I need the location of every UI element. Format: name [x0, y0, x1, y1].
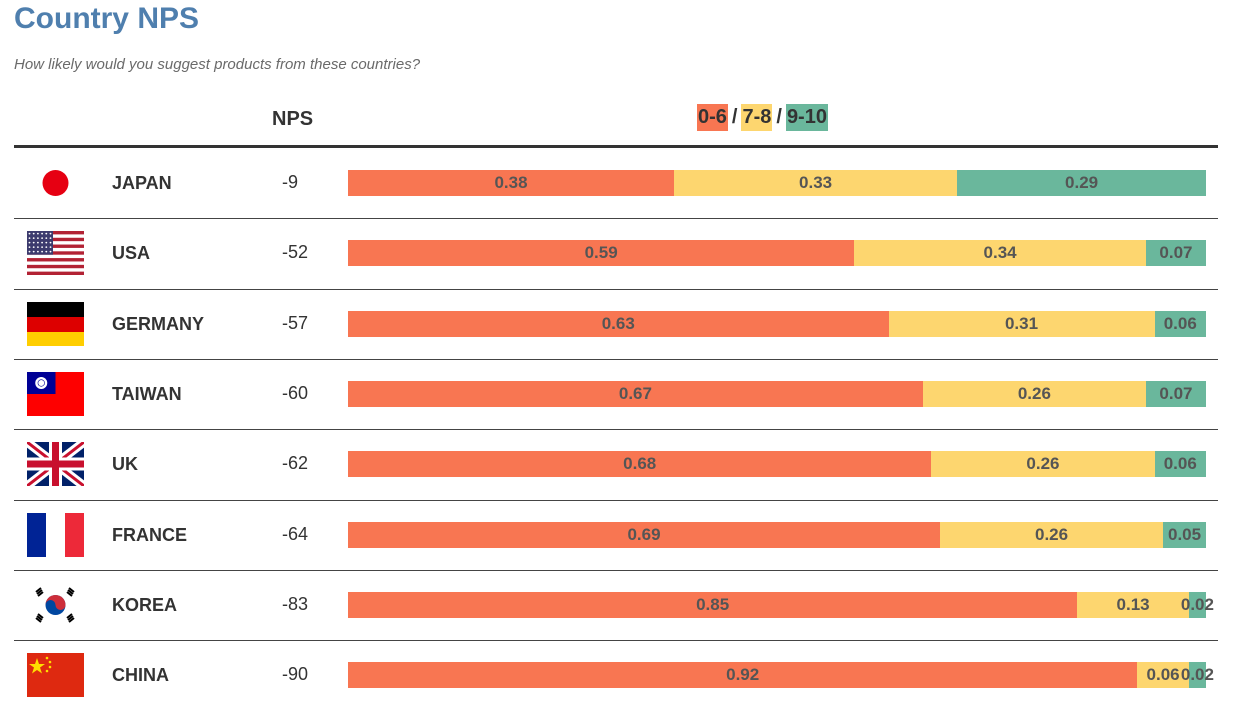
country-label: GERMANY [112, 313, 205, 334]
bar-value-label: 0.26 [1026, 454, 1060, 474]
legend-item-0-6: 0-6 [697, 104, 728, 131]
nps-value: -62 [282, 453, 309, 474]
bar-segment-7-8: 0.26 [922, 381, 1146, 408]
japan-flag-icon [27, 161, 84, 205]
bar-segment-9-10: 0.07 [1145, 381, 1206, 408]
nps-value: -9 [282, 172, 299, 193]
bar-value-label: 0.06 [1163, 454, 1197, 474]
bar-segment-0-6: 0.92 [348, 662, 1138, 689]
row-divider [14, 569, 1218, 571]
legend-item-7-8: 7-8 [741, 104, 773, 131]
bar-value-label: 0.07 [1159, 384, 1193, 404]
bar-value-label: 0.67 [618, 384, 652, 404]
country-label: USA [112, 243, 151, 264]
bar-value-label: 0.31 [1004, 313, 1039, 333]
bar-value-label: 0.85 [696, 594, 730, 614]
country-label: UK [112, 454, 138, 475]
bar-value-label: 0.26 [1035, 524, 1069, 544]
bar-value-label: 0.68 [623, 454, 657, 474]
nps-value: -60 [282, 383, 309, 404]
bar-segment-9-10: 0.05 [1163, 521, 1206, 548]
china-flag-icon [27, 653, 84, 698]
row-divider [14, 429, 1218, 431]
chart-title: Country NPS [14, 2, 200, 35]
nps-column-header: NPS [272, 108, 314, 130]
bar-segment-7-8: 0.26 [931, 451, 1155, 478]
bar-value-label: 0.34 [983, 243, 1017, 263]
bar-segment-9-10: 0.07 [1145, 240, 1206, 267]
bar-value-label: 0.69 [627, 524, 661, 544]
bar-value-label: 0.06 [1146, 665, 1180, 685]
country-label: JAPAN [112, 173, 172, 194]
bar-value-label: 0.92 [726, 665, 760, 685]
bar-segment-9-10: 0.29 [957, 170, 1206, 197]
nps-value: -83 [282, 593, 309, 614]
bar-segment-0-6: 0.63 [348, 310, 889, 337]
bar-segment-7-8: 0.06 [1137, 662, 1189, 689]
country-label: FRANCE [112, 524, 187, 545]
bar-value-label: 0.63 [601, 313, 635, 333]
row-divider [14, 358, 1218, 360]
bar-segment-0-6: 0.69 [348, 521, 941, 548]
bar-segment-0-6: 0.59 [348, 240, 855, 267]
bar-value-label: 0.07 [1159, 243, 1193, 263]
header-rule [14, 145, 1218, 148]
bar-segment-9-10: 0.06 [1154, 310, 1206, 337]
bar-value-label: 0.02 [1180, 665, 1214, 685]
bar-value-label: 0.33 [799, 173, 833, 193]
bar-value-label: 0.29 [1065, 173, 1099, 193]
bar-segment-7-8: 0.31 [888, 310, 1155, 337]
korea-flag-icon [27, 582, 84, 627]
nps-value: -64 [282, 523, 309, 544]
bar-value-label: 0.02 [1180, 594, 1214, 614]
row-divider [14, 640, 1218, 642]
legend-separator: / [776, 106, 782, 128]
country-label: CHINA [112, 665, 169, 686]
bar-value-label: 0.05 [1167, 524, 1202, 544]
country-label: KOREA [112, 594, 178, 615]
nps-value: -90 [282, 664, 309, 685]
bar-segment-0-6: 0.68 [348, 451, 932, 478]
usa-flag-icon [27, 231, 84, 276]
bar-segment-0-6: 0.85 [348, 591, 1078, 618]
bar-segment-7-8: 0.13 [1077, 591, 1189, 618]
bar-value-label: 0.59 [584, 243, 618, 263]
row-divider [14, 288, 1218, 290]
legend-separator: / [731, 106, 738, 128]
bar-segment-7-8: 0.34 [854, 240, 1146, 267]
bar-segment-9-10: 0.02 [1181, 591, 1214, 618]
taiwan-flag-icon [27, 372, 84, 417]
legend-item-9-10: 9-10 [785, 104, 828, 131]
france-flag-icon [27, 512, 84, 557]
legend: 0-6 / 7-8 / 9-10 [697, 104, 828, 131]
bar-segment-7-8: 0.33 [674, 170, 958, 197]
bar-segment-7-8: 0.26 [940, 521, 1164, 548]
nps-value: -52 [282, 242, 309, 263]
nps-value: -57 [282, 312, 309, 333]
country-label: TAIWAN [112, 384, 182, 405]
bar-value-label: 0.26 [1017, 384, 1051, 404]
row-divider [14, 218, 1218, 220]
bar-segment-0-6: 0.38 [348, 170, 675, 197]
row-divider [14, 499, 1218, 501]
bar-value-label: 0.06 [1163, 313, 1197, 333]
bar-segment-9-10: 0.02 [1181, 662, 1214, 689]
chart-subtitle: How likely would you suggest products fr… [14, 56, 421, 73]
bar-value-label: 0.38 [494, 173, 528, 193]
bar-value-label: 0.13 [1116, 594, 1150, 614]
bar-segment-0-6: 0.67 [348, 381, 923, 408]
uk-flag-icon [24, 438, 87, 490]
bar-segment-9-10: 0.06 [1154, 451, 1206, 478]
germany-flag-icon [27, 301, 84, 346]
